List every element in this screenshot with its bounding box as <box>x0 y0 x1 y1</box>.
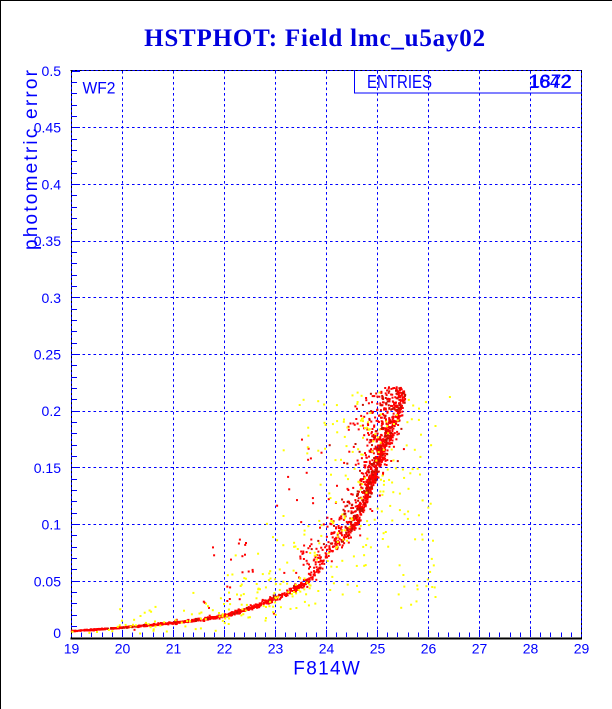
svg-text:22: 22 <box>217 641 233 657</box>
svg-text:0.35: 0.35 <box>34 233 61 249</box>
svg-text:21: 21 <box>166 641 182 657</box>
svg-text:20: 20 <box>115 641 131 657</box>
svg-text:0.5: 0.5 <box>42 63 62 79</box>
svg-text:ENTRIES: ENTRIES <box>367 72 432 92</box>
svg-text:0: 0 <box>53 625 61 641</box>
svg-text:photometric error: photometric error <box>21 69 42 250</box>
svg-text:28: 28 <box>523 641 539 657</box>
svg-text:24: 24 <box>319 641 335 657</box>
svg-text:0.4: 0.4 <box>42 176 62 192</box>
svg-text:0.25: 0.25 <box>34 347 61 363</box>
svg-text:1642: 1642 <box>529 72 572 92</box>
svg-text:0.05: 0.05 <box>34 573 61 589</box>
svg-text:0.3: 0.3 <box>42 290 62 306</box>
svg-text:0.1: 0.1 <box>42 517 62 533</box>
svg-text:19: 19 <box>64 641 80 657</box>
svg-text:WF2: WF2 <box>83 79 116 98</box>
svg-text:0.15: 0.15 <box>34 460 61 476</box>
svg-text:25: 25 <box>370 641 386 657</box>
svg-text:29: 29 <box>574 641 590 657</box>
svg-text:27: 27 <box>472 641 488 657</box>
svg-text:23: 23 <box>268 641 284 657</box>
svg-text:0.45: 0.45 <box>34 120 61 136</box>
svg-text:1872: 1872 <box>530 72 573 92</box>
svg-text:F814W: F814W <box>293 659 360 680</box>
svg-text:26: 26 <box>421 641 437 657</box>
svg-text:0.2: 0.2 <box>42 403 62 419</box>
